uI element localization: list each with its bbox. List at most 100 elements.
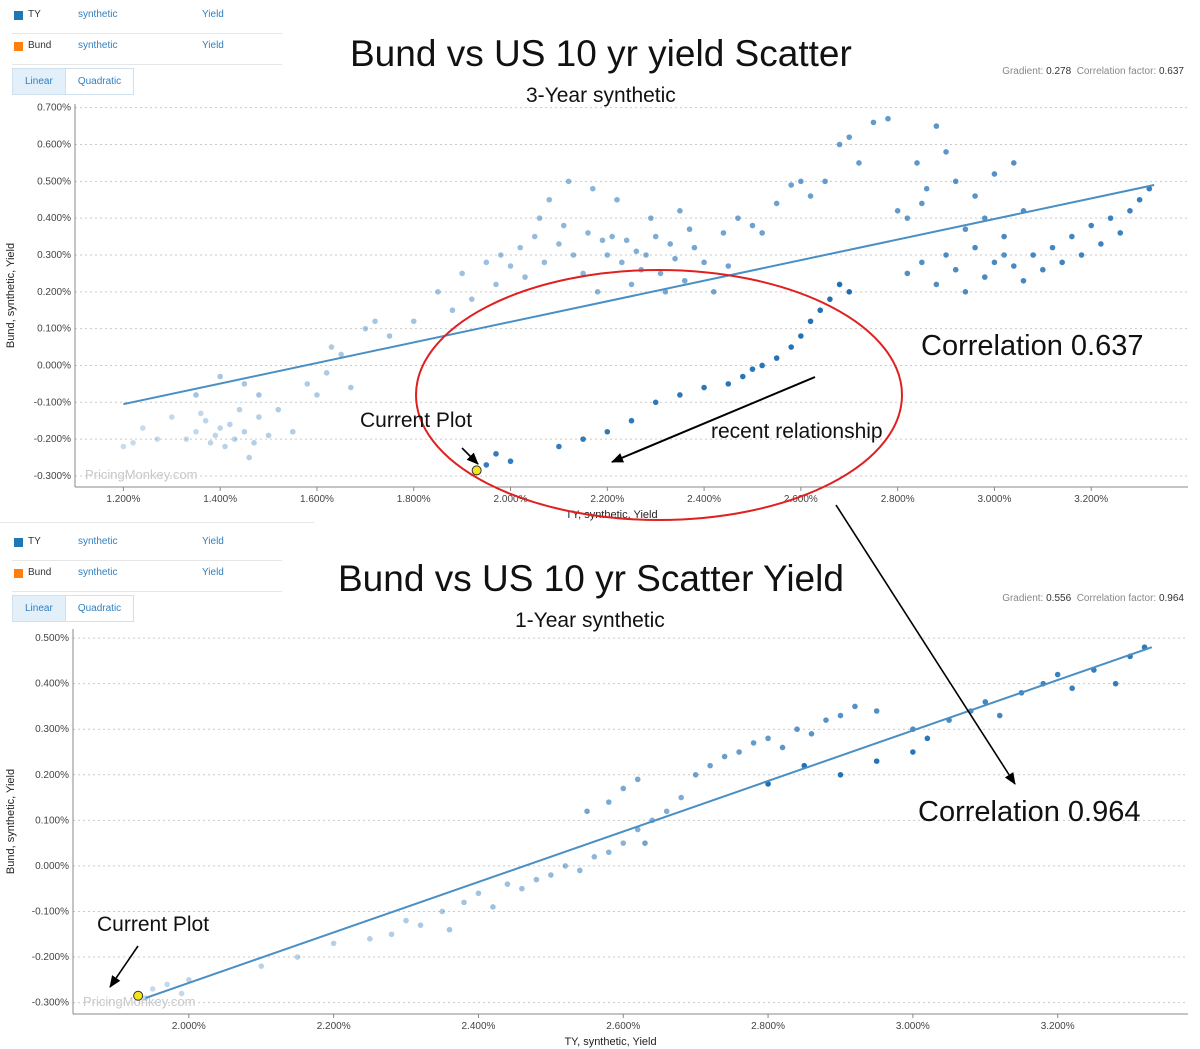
data-point (168, 414, 175, 420)
data-point (765, 735, 771, 742)
data-point (328, 344, 335, 350)
chart-subtitle: 1-Year synthetic (515, 609, 665, 632)
legend-source-link[interactable]: synthetic (78, 9, 118, 20)
tab-quadratic[interactable]: Quadratic (65, 596, 134, 621)
y-tick-label: 0.100% (37, 324, 71, 335)
data-point (1049, 244, 1056, 251)
legend-source-link[interactable]: synthetic (78, 40, 118, 51)
legend-field-link[interactable]: Yield (202, 567, 224, 578)
x-tick-label: 1.400% (203, 494, 237, 505)
fit-type-tabs: Linear Quadratic (12, 68, 135, 95)
data-point (981, 215, 988, 221)
data-point (904, 270, 911, 277)
fit-type-tabs: Linear Quadratic (12, 595, 135, 622)
data-point (605, 849, 612, 856)
legend-row-bund[interactable]: Bund synthetic Yield (12, 561, 282, 592)
y-tick-label: 0.200% (35, 770, 69, 781)
data-point (410, 318, 417, 325)
scatter-plot-3y[interactable]: 0.700% 0.600% 0.500% 0.400% 0.300% 0.200% 0.10… (0, 0, 1200, 521)
y-tick-label: -0.200% (32, 952, 69, 963)
legend-source-link[interactable]: synthetic (78, 536, 118, 547)
data-point (1112, 680, 1119, 687)
data-point (648, 215, 654, 221)
data-point (681, 277, 688, 284)
data-point (388, 931, 395, 938)
x-tick-label: 1.200% (106, 494, 140, 505)
data-point (657, 270, 664, 277)
y-tick-label: 0.100% (35, 815, 69, 826)
data-point (546, 196, 553, 203)
data-point (773, 200, 780, 207)
x-tick-label: 3.000% (896, 1021, 930, 1032)
y-tick-label: 0.400% (37, 213, 71, 224)
data-point (461, 899, 467, 906)
data-point (924, 735, 931, 742)
data-point (183, 436, 190, 442)
data-point (236, 406, 243, 413)
data-point (686, 226, 693, 233)
data-point (483, 462, 490, 468)
data-point (570, 252, 577, 258)
data-point (1030, 252, 1036, 258)
data-point (707, 762, 713, 769)
data-point (517, 244, 523, 251)
data-point (749, 222, 756, 229)
ty-color-swatch (14, 11, 23, 20)
correlation-label: Correlation factor: (1076, 66, 1157, 77)
legend-row-ty[interactable]: TY synthetic Yield (12, 530, 282, 561)
data-point (241, 381, 248, 387)
y-tick-label: 0.500% (37, 176, 71, 187)
x-tick-label: 2.800% (751, 1021, 785, 1032)
data-point (779, 744, 786, 751)
y-tick-label: -0.100% (34, 397, 71, 408)
data-point (894, 207, 901, 214)
data-point (439, 908, 446, 915)
data-point (198, 410, 204, 417)
tab-linear[interactable]: Linear (13, 69, 66, 94)
data-point (620, 785, 627, 792)
legend-source-link[interactable]: synthetic (78, 567, 118, 578)
data-point (265, 432, 272, 439)
data-point (856, 160, 862, 166)
x-tick-label: 2.800% (881, 494, 915, 505)
data-point (483, 259, 490, 266)
data-point (446, 926, 453, 933)
y-tick-label: 0.000% (35, 861, 69, 872)
data-point (725, 263, 732, 269)
data-point (519, 885, 525, 892)
data-point (256, 414, 262, 420)
data-point (943, 252, 949, 258)
data-point (362, 325, 369, 332)
legend-field-link[interactable]: Yield (202, 9, 224, 20)
x-axis-label: TY, synthetic, Yield (565, 509, 657, 521)
data-point (556, 241, 562, 247)
data-point (507, 263, 514, 269)
data-point (338, 351, 344, 358)
watermark: PricingMonkey.com (85, 467, 197, 482)
data-point (628, 417, 635, 424)
tab-linear[interactable]: Linear (13, 596, 66, 621)
gradient-label: Gradient: (1002, 593, 1044, 604)
series-legend: TY synthetic Yield Bund synthetic Yield (12, 530, 282, 592)
data-point (836, 281, 843, 288)
data-point (1069, 685, 1075, 692)
data-point (846, 134, 853, 140)
scatter-plot-1y[interactable]: 0.500% 0.400% 0.300% 0.200% 0.100% 0.000% -0.1… (0, 522, 1200, 1049)
watermark: PricingMonkey.com (83, 994, 195, 1009)
x-tick-label: 3.200% (1041, 1021, 1075, 1032)
data-point (750, 740, 757, 746)
data-point (562, 863, 569, 869)
data-point (972, 193, 978, 199)
legend-field-link[interactable]: Yield (202, 40, 224, 51)
x-tick-label: 2.600% (784, 494, 818, 505)
regression-stats: Gradient: 0.556 Correlation factor: 0.96… (1002, 593, 1184, 604)
legend-field-link[interactable]: Yield (202, 536, 224, 547)
legend-row-ty[interactable]: TY synthetic Yield (12, 3, 282, 34)
gradient-value: 0.278 (1046, 66, 1072, 77)
data-point (1136, 196, 1143, 203)
data-point (759, 362, 765, 369)
legend-row-bund[interactable]: Bund synthetic Yield (12, 34, 282, 65)
tab-quadratic[interactable]: Quadratic (65, 69, 134, 94)
data-point (807, 193, 814, 199)
ty-color-swatch (14, 538, 23, 547)
